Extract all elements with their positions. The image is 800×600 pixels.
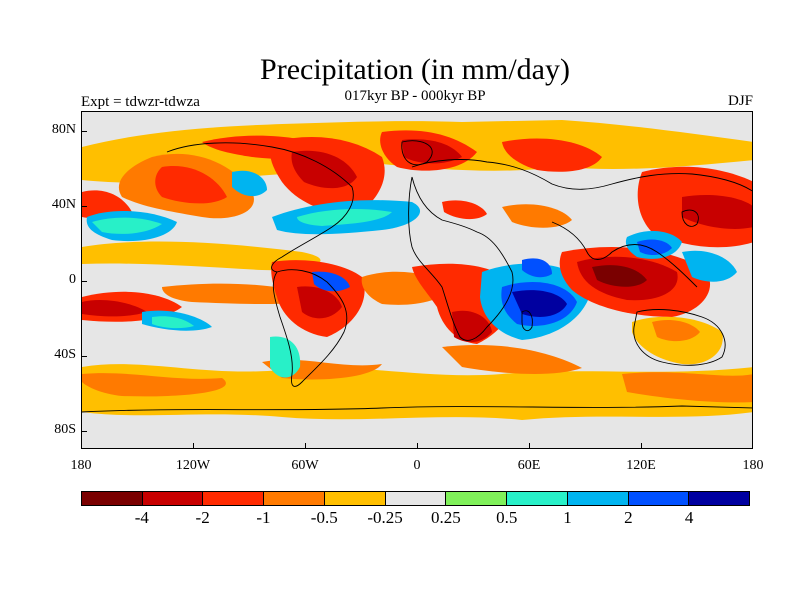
lat-label-40n: 40N	[51, 197, 76, 212]
anomaly-region	[522, 258, 552, 278]
colorbar-segment	[628, 492, 690, 505]
anomaly-region	[312, 271, 350, 292]
lon-label-180w: 180	[70, 458, 92, 473]
colorbar-label: 4	[684, 508, 694, 527]
colorbar-segment	[142, 492, 204, 505]
anomaly-region	[452, 310, 492, 343]
lon-tick	[305, 443, 306, 449]
map-canvas	[82, 112, 752, 448]
anomaly-region	[82, 241, 321, 271]
lon-label-60e: 60E	[517, 458, 541, 473]
lat-tick	[81, 131, 87, 132]
anomaly-region	[502, 204, 572, 228]
lon-tick	[641, 443, 642, 449]
anomaly-region	[82, 364, 752, 420]
anomaly-region	[442, 344, 582, 375]
anomaly-region	[297, 286, 342, 319]
colorbar-label: -0.25	[367, 508, 403, 527]
anomaly-region	[442, 200, 487, 220]
lat-label-0: 0	[69, 272, 76, 287]
lat-label-80s: 80S	[54, 422, 76, 437]
colorbar-segment	[324, 492, 386, 505]
anomaly-region	[622, 372, 752, 403]
colorbar-segment	[82, 492, 143, 505]
season-label: DJF	[727, 93, 753, 109]
anomaly-region	[682, 250, 737, 282]
lat-tick	[81, 206, 87, 207]
lat-tick	[81, 281, 87, 282]
colorbar-label: 1	[563, 508, 572, 527]
chart-subtitle: 017kyr BP - 000kyr BP	[344, 88, 486, 104]
anomaly-region	[291, 150, 357, 189]
anomaly-region	[502, 138, 602, 172]
lat-label-40s: 40S	[54, 347, 76, 362]
colorbar-segment	[507, 492, 568, 505]
anomaly-region	[682, 195, 752, 229]
anomaly-region	[637, 239, 672, 256]
colorbar-segment	[567, 492, 629, 505]
colorbar-segment	[446, 492, 508, 505]
anomaly-region	[592, 265, 647, 287]
anomaly-region	[232, 170, 267, 197]
colorbar-label: -0.5	[310, 508, 338, 527]
colorbar	[81, 491, 750, 506]
lon-tick	[417, 443, 418, 449]
lat-tick	[81, 356, 87, 357]
colorbar-label: 2	[624, 508, 633, 527]
anomaly-region	[92, 217, 162, 234]
lon-label-180e: 180	[742, 458, 764, 473]
anomaly-region	[82, 373, 226, 397]
precipitation-map	[81, 111, 753, 449]
lon-label-120e: 120E	[626, 458, 656, 473]
anomaly-region	[82, 300, 147, 317]
lon-label-120w: 120W	[175, 458, 211, 473]
colorbar-segment	[203, 492, 265, 505]
lat-label-80n: 80N	[51, 122, 76, 137]
lon-tick	[529, 443, 530, 449]
colorbar-label: -4	[134, 508, 149, 527]
chart-title: Precipitation (in mm/day)	[260, 53, 570, 86]
colorbar-segment	[689, 492, 750, 505]
colorbar-label: -2	[195, 508, 210, 527]
lon-label-60w: 60W	[291, 458, 319, 473]
anomaly-region	[652, 320, 700, 342]
colorbar-label: 0.25	[431, 508, 461, 527]
anomaly-region	[152, 316, 194, 329]
lon-tick	[193, 443, 194, 449]
lon-label-0: 0	[413, 458, 421, 473]
colorbar-segment	[385, 492, 447, 505]
colorbar-label: 0.5	[496, 508, 518, 527]
lat-tick	[81, 431, 87, 432]
experiment-label: Expt = tdwzr-tdwza	[81, 94, 200, 110]
colorbar-label: -1	[256, 508, 271, 527]
coastlines	[82, 140, 752, 413]
colorbar-segment	[264, 492, 325, 505]
anomaly-region	[155, 166, 227, 204]
anomaly-region	[297, 209, 392, 226]
